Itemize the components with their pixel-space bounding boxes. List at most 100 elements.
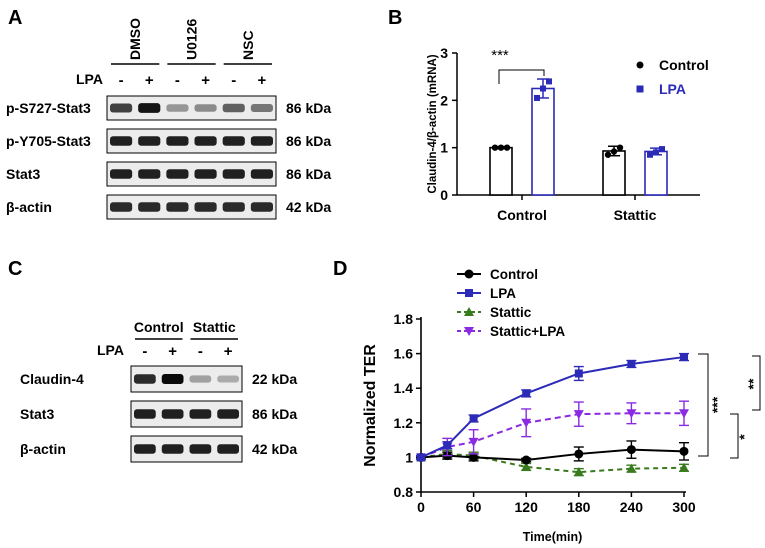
- lpa-sign: -: [142, 343, 147, 360]
- data-point: [680, 353, 688, 362]
- data-point: [610, 148, 618, 155]
- group-label-a-2: NSC: [240, 30, 256, 60]
- significance-label: **: [745, 378, 761, 389]
- data-point: [679, 409, 689, 419]
- y-tick-label: 1: [440, 140, 448, 156]
- y-tick-label: 3: [440, 45, 448, 61]
- lpa-sign: +: [224, 343, 233, 360]
- y-axis-label: Normalized TER: [362, 344, 379, 467]
- significance-label: *: [736, 434, 752, 440]
- row-label: p-Y705-Stat3: [6, 133, 91, 149]
- panel-d: D Control LPA Stattic Stattic+LPA 0.8 1 1.2 1.…: [333, 258, 761, 544]
- panel-b-significance: ***: [491, 47, 509, 64]
- y-tick-label: 1.8: [394, 311, 414, 327]
- y-tick-label: 0.8: [394, 484, 414, 500]
- data-point: [521, 418, 532, 428]
- data-point: [443, 441, 452, 450]
- panel-c-lpa-label: LPA: [97, 342, 124, 358]
- blot-box: [106, 128, 277, 154]
- panel-a-lpa-label: LPA: [76, 71, 103, 87]
- blot-band: [134, 444, 156, 454]
- data-point: [417, 453, 425, 462]
- blot-band: [194, 202, 217, 212]
- data-point: [534, 94, 540, 101]
- row-label: Stat3: [20, 406, 54, 422]
- blot-box: [106, 194, 277, 220]
- data-point: [503, 144, 511, 151]
- blot-band: [250, 136, 273, 146]
- y-tick-label: 0: [440, 187, 448, 203]
- lpa-sign: +: [258, 72, 267, 89]
- y-tick-label: 1.6: [394, 346, 414, 362]
- legend-marker-lpa: [636, 85, 644, 93]
- lpa-sign: -: [175, 72, 180, 89]
- group-label-c-1: Stattic: [193, 319, 236, 335]
- row-label: p-S727-Stat3: [6, 100, 91, 116]
- size-label: 22 kDa: [252, 371, 297, 387]
- y-axis-label: Claudin-4/β-actin (mRNA): [427, 54, 439, 193]
- blot-band: [194, 136, 217, 146]
- y-tick-label: 1.4: [394, 380, 414, 396]
- panel-a-letter: A: [8, 7, 22, 29]
- data-point: [546, 78, 552, 85]
- y-tick-label: 1: [405, 449, 413, 465]
- legend-label: Control: [659, 57, 709, 73]
- lpa-sign: -: [198, 343, 203, 360]
- legend-label: Control: [490, 267, 538, 282]
- blot-band: [194, 169, 217, 179]
- blot-band: [217, 444, 239, 454]
- panel-d-letter: D: [333, 258, 347, 280]
- blot-band: [166, 169, 189, 179]
- blot-band: [250, 169, 273, 179]
- legend-marker: [465, 289, 473, 297]
- data-point: [521, 461, 532, 471]
- data-point: [679, 462, 689, 472]
- x-tick-label: 0: [417, 499, 425, 515]
- x-tick-label: 240: [620, 499, 644, 515]
- y-tick-label: 2: [440, 92, 448, 108]
- data-point: [468, 437, 479, 447]
- x-tick-label: 300: [672, 499, 696, 515]
- size-label: 86 kDa: [286, 100, 331, 116]
- data-point: [574, 369, 583, 378]
- data-point: [469, 414, 478, 423]
- legend-label: Stattic: [490, 305, 532, 320]
- significance-bracket: [498, 69, 545, 84]
- legend-marker-control: [636, 61, 644, 69]
- group-label-a-1: U0126: [184, 19, 200, 60]
- panel-a: A DMSO U0126 NSC LPA - + - + - + p-S727-Stat3 86…: [6, 7, 331, 220]
- data-point: [604, 151, 612, 158]
- size-label: 86 kDa: [252, 406, 297, 422]
- panel-b-letter: B: [388, 7, 402, 29]
- blot-band: [161, 409, 184, 419]
- blot-band: [134, 374, 156, 384]
- blot-band: [166, 136, 189, 146]
- data-point: [659, 146, 665, 153]
- data-point: [626, 445, 636, 455]
- bar-control: [489, 146, 513, 196]
- lpa-sign: +: [145, 72, 154, 89]
- blot-band: [166, 202, 189, 212]
- blot-band: [217, 409, 239, 419]
- group-label-a-0: DMSO: [127, 18, 143, 60]
- data-point: [491, 144, 499, 151]
- blot-band: [161, 444, 184, 454]
- blot-band: [222, 169, 245, 179]
- bar-control: [602, 150, 626, 196]
- legend-marker: [464, 327, 474, 336]
- blot-band: [194, 104, 217, 112]
- data-point: [626, 409, 637, 419]
- blot-band: [110, 103, 133, 113]
- legend-label: LPA: [659, 81, 686, 97]
- data-point: [626, 463, 637, 473]
- lpa-sign: +: [168, 343, 177, 360]
- blot-band: [222, 103, 245, 113]
- blot-box: [106, 95, 277, 121]
- y-tick-label: 1.2: [394, 415, 414, 431]
- blot-band: [138, 103, 161, 113]
- blot-band: [110, 169, 133, 179]
- bracket-lpa-vs-control: [698, 353, 709, 457]
- legend-label: Stattic+LPA: [490, 324, 565, 339]
- blot-band: [189, 375, 212, 383]
